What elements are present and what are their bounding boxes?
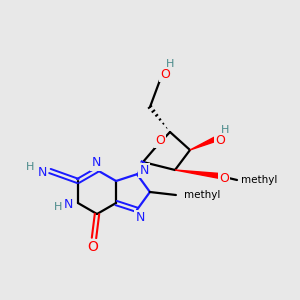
Text: N: N <box>139 164 149 177</box>
Text: N: N <box>63 197 73 211</box>
Text: H: H <box>54 202 62 212</box>
Text: O: O <box>215 134 225 146</box>
Text: O: O <box>219 172 229 184</box>
Text: O: O <box>155 134 165 146</box>
Text: N: N <box>91 157 101 169</box>
Text: O: O <box>160 68 170 80</box>
Polygon shape <box>175 170 220 178</box>
Text: O: O <box>88 240 98 254</box>
Text: methyl: methyl <box>184 190 220 200</box>
Text: N: N <box>135 211 145 224</box>
Text: H: H <box>26 162 34 172</box>
Text: N: N <box>37 166 46 178</box>
Polygon shape <box>190 136 219 150</box>
Text: H: H <box>166 59 174 69</box>
Text: methyl: methyl <box>241 175 278 185</box>
Text: H: H <box>221 125 229 135</box>
